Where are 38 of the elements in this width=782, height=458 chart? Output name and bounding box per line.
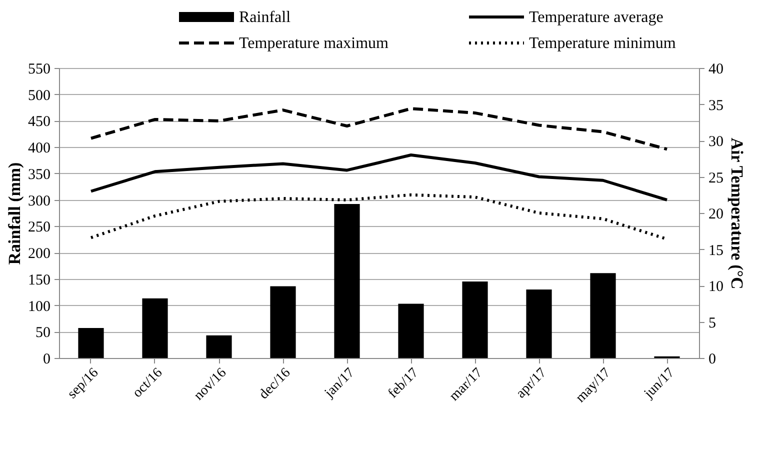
bar	[526, 289, 552, 358]
y2-tick-label: 0	[708, 352, 716, 368]
y-tick-label: 150	[28, 272, 50, 288]
y-tick-label: 200	[28, 246, 50, 262]
y-tick-label: 350	[28, 166, 50, 183]
y-tick-label: 250	[28, 220, 50, 236]
y2-tick-label: 10	[708, 279, 724, 295]
y-tick-label: 550	[28, 62, 50, 78]
y-tick-label: 500	[28, 88, 50, 104]
bar	[78, 328, 104, 358]
y2-tick-label: 40	[708, 62, 724, 78]
y2-axis-title: Air Temperature (°C	[728, 138, 746, 290]
y-tick-label: 300	[28, 193, 50, 210]
y2-tick-label: 35	[708, 98, 724, 114]
line-series	[90, 107, 668, 151]
bar	[142, 298, 168, 358]
y-tick-label: 450	[28, 114, 50, 130]
legend-label: Temperature maximum	[239, 35, 390, 52]
y2-tick-label: 20	[708, 206, 724, 222]
y-tick-label: 100	[28, 298, 50, 315]
bar	[398, 304, 424, 358]
legend-label: Rainfall	[239, 9, 292, 26]
line-series	[90, 154, 668, 202]
y-tick-label: 400	[28, 140, 50, 157]
y-axis-title: Rainfall (mm)	[5, 162, 24, 265]
y2-tick-label: 5	[708, 315, 716, 332]
y2-tick-label: 25	[708, 170, 724, 186]
bar	[334, 204, 360, 358]
bar	[206, 335, 232, 358]
y2-tick-label: 30	[708, 134, 724, 150]
legend-label: Temperature minimum	[529, 35, 676, 52]
y2-tick-label: 15	[708, 242, 724, 259]
y-tick-label: 0	[43, 352, 50, 368]
bar	[590, 273, 616, 358]
bar	[462, 282, 488, 358]
y-tick-label: 50	[36, 325, 50, 342]
bar	[270, 286, 296, 358]
legend-label: Temperature average	[529, 9, 664, 26]
